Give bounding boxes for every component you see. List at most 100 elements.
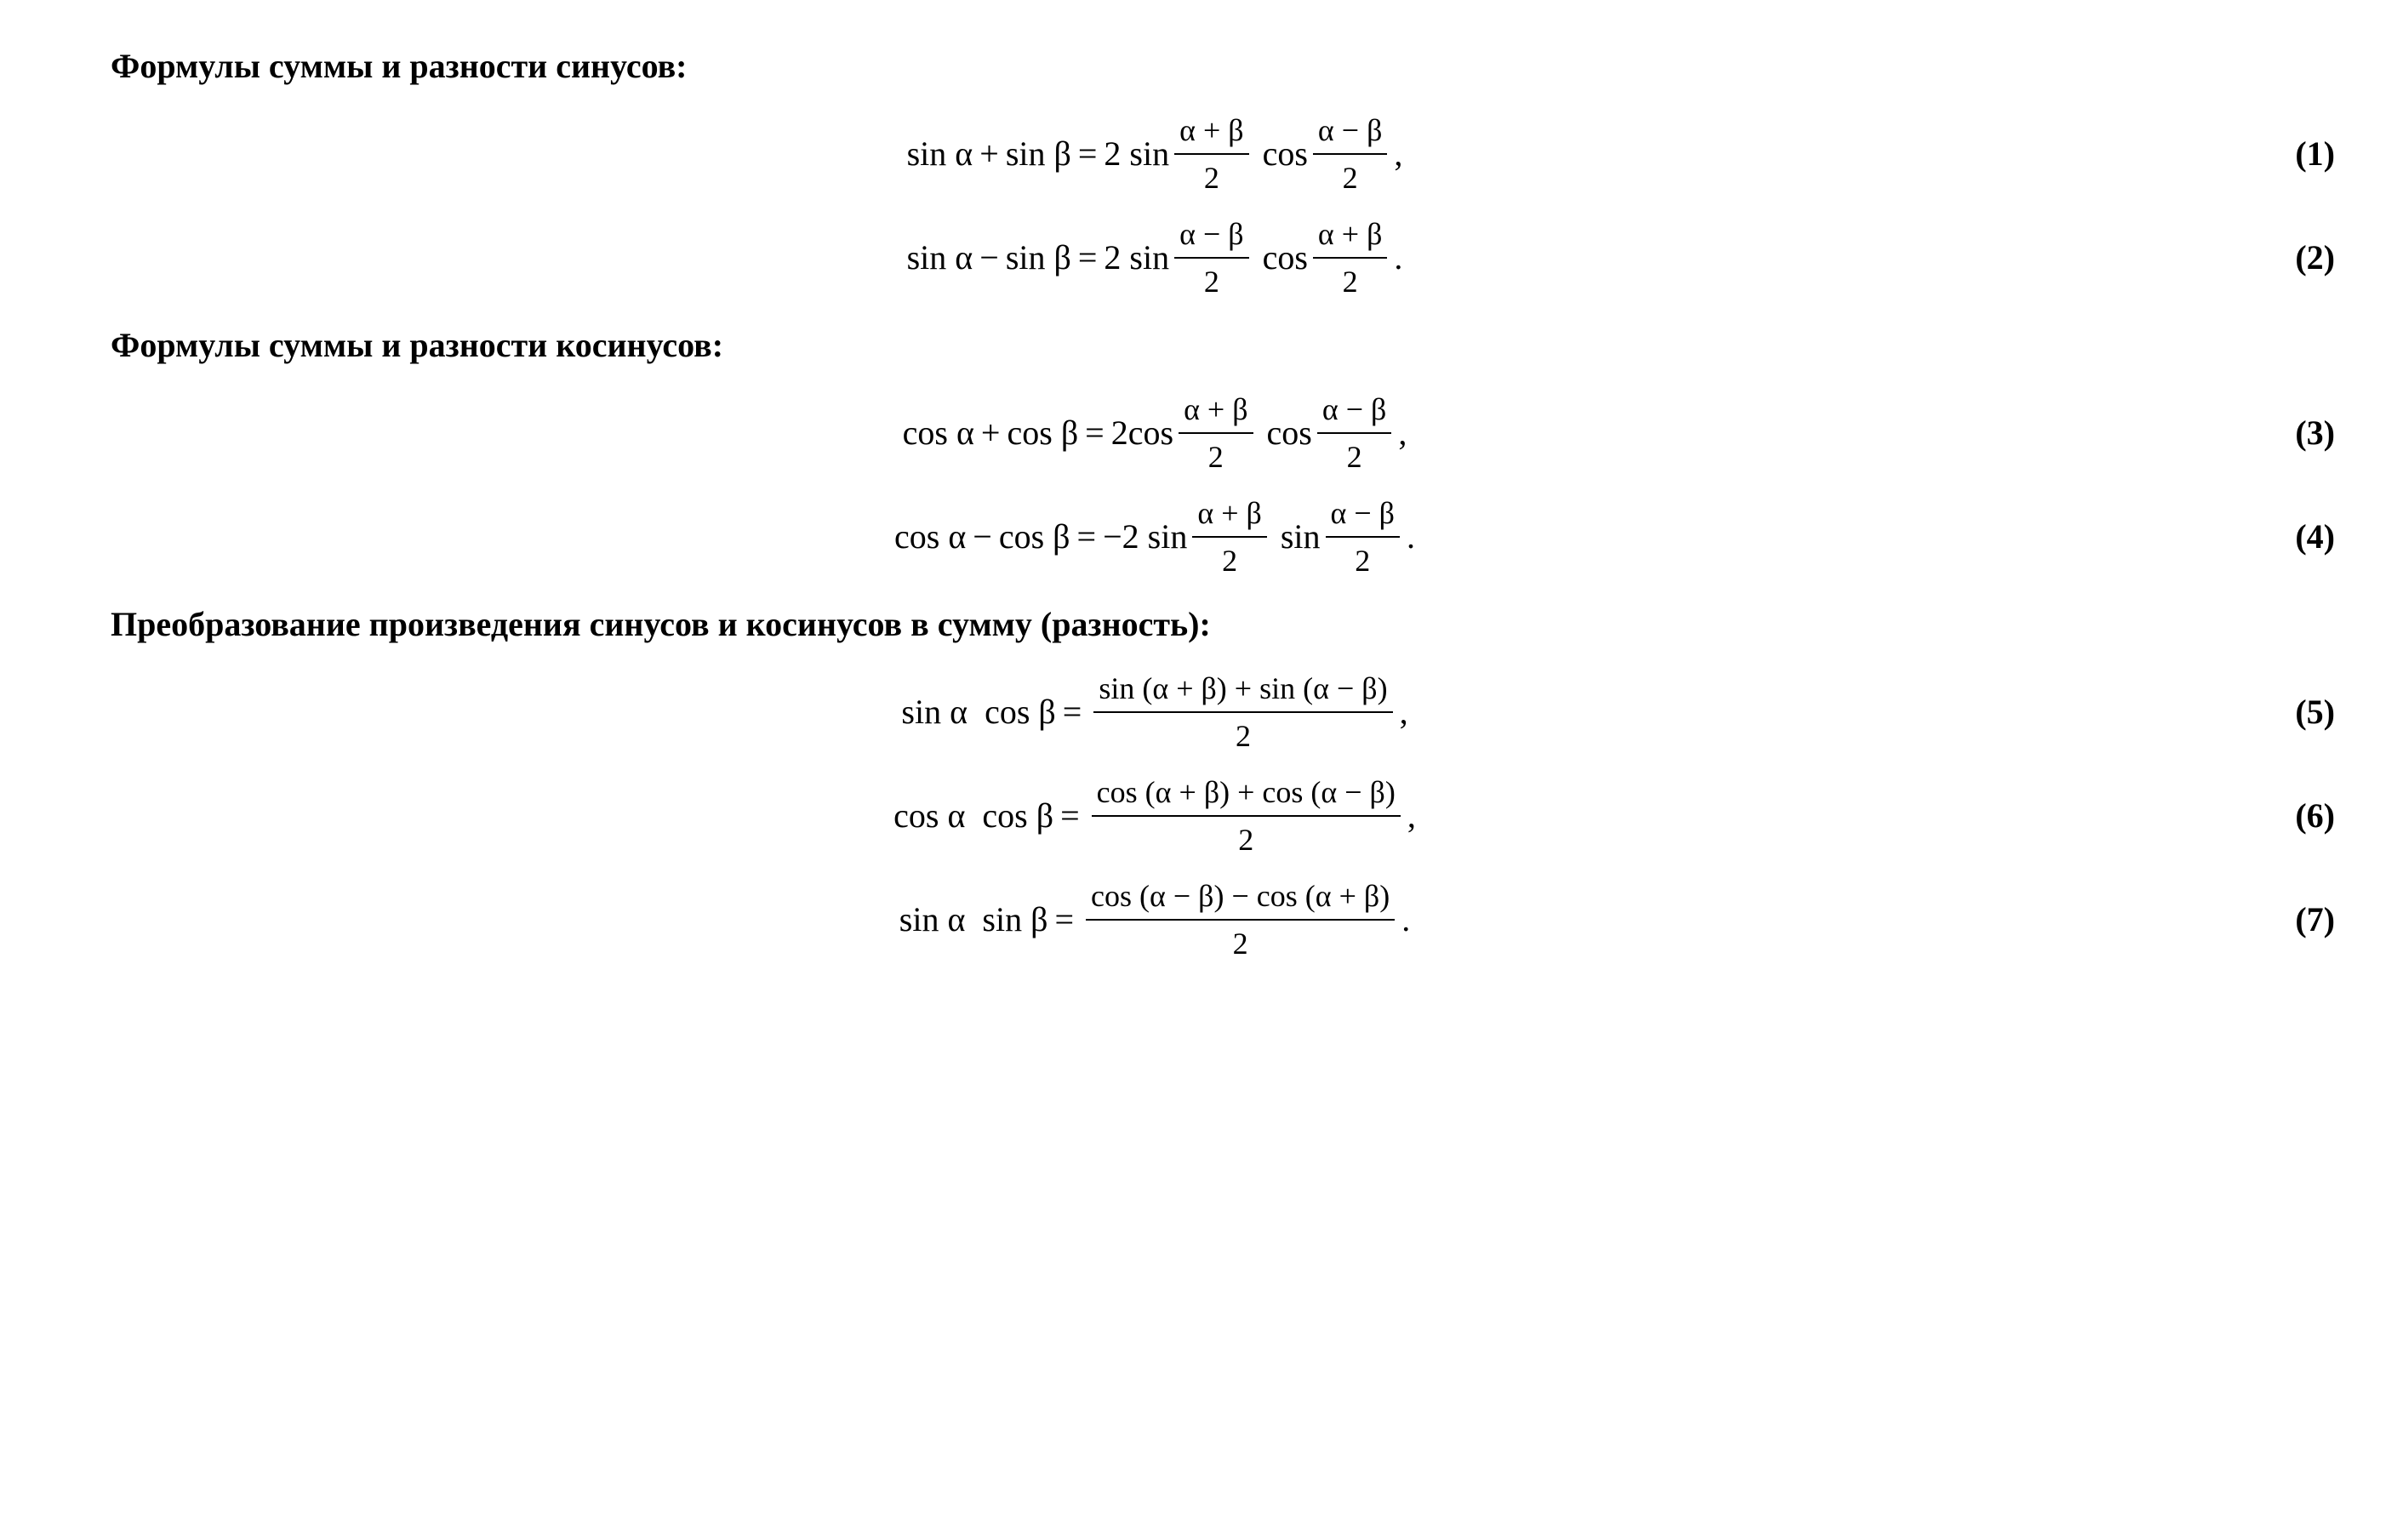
frac-den: 2 — [1179, 432, 1253, 478]
equals: = — [1060, 792, 1080, 840]
fraction: α + β 2 — [1313, 213, 1387, 304]
arg-alpha: α — [955, 234, 973, 282]
trail: , — [1394, 130, 1402, 178]
equation-number: (1) — [2258, 130, 2335, 178]
frac-den: 2 — [1313, 257, 1387, 303]
arg-beta: β — [1061, 409, 1078, 457]
fn-cos: cos — [893, 792, 939, 840]
fn-sin: sin — [1129, 234, 1169, 282]
fn-sin: sin — [901, 688, 941, 736]
fraction: α + β 2 — [1179, 388, 1253, 479]
frac-den: 2 — [1192, 536, 1266, 582]
fn-sin: sin — [1148, 513, 1188, 561]
equation-number: (2) — [2258, 234, 2335, 282]
equation-number: (3) — [2258, 409, 2335, 457]
fraction: α − β 2 — [1313, 109, 1387, 200]
arg-beta: β — [1038, 688, 1055, 736]
equation-body: sin α − sin β = 2 sin α − β 2 cos α + β … — [51, 213, 2258, 304]
fn-cos: cos — [1007, 409, 1052, 457]
fn-cos: cos — [903, 409, 948, 457]
trail: . — [1407, 513, 1415, 561]
trail: , — [1407, 792, 1416, 840]
fraction: α − β 2 — [1326, 492, 1400, 583]
equals: = — [1078, 130, 1098, 178]
fraction: α − β 2 — [1174, 213, 1248, 304]
arg-beta: β — [1036, 792, 1053, 840]
frac-den: 2 — [1174, 153, 1248, 199]
fn-sin: sin — [899, 896, 939, 944]
fraction: α − β 2 — [1317, 388, 1391, 479]
frac-num: α − β — [1174, 213, 1248, 257]
arg-alpha: α — [948, 513, 966, 561]
fraction: α + β 2 — [1192, 492, 1266, 583]
fn-sin: sin — [907, 234, 947, 282]
equation-body: sin α cos β = sin (α + β) + sin (α − β) … — [51, 667, 2258, 758]
equation-number: (6) — [2258, 792, 2335, 840]
fraction: cos (α + β) + cos (α − β) 2 — [1092, 771, 1401, 862]
fn-cos: cos — [1263, 234, 1308, 282]
frac-num: sin (α + β) + sin (α − β) — [1093, 667, 1392, 711]
frac-num: α − β — [1326, 492, 1400, 536]
fraction: cos (α − β) − cos (α + β) 2 — [1086, 875, 1395, 966]
op-minus: − — [973, 513, 992, 561]
equation-number: (4) — [2258, 513, 2335, 561]
op-plus: + — [979, 130, 999, 178]
frac-num: α − β — [1317, 388, 1391, 432]
coef: −2 — [1103, 513, 1139, 561]
arg-alpha: α — [950, 688, 968, 736]
frac-num: cos (α − β) − cos (α + β) — [1086, 875, 1395, 919]
trail: , — [1400, 688, 1408, 736]
equation-body: cos α + cos β = 2cos α + β 2 cos α − β 2… — [51, 388, 2258, 479]
arg-alpha: α — [947, 792, 965, 840]
frac-den: 2 — [1317, 432, 1391, 478]
equals: = — [1077, 513, 1097, 561]
fn-cos: cos — [1267, 409, 1312, 457]
coef: 2 — [1104, 130, 1121, 178]
equation-body: cos α − cos β = −2 sin α + β 2 sin α − β… — [51, 492, 2258, 583]
frac-den: 2 — [1174, 257, 1248, 303]
frac-num: α + β — [1192, 492, 1266, 536]
arg-beta: β — [1030, 896, 1047, 944]
fn-cos: cos — [999, 513, 1044, 561]
arg-beta: β — [1053, 513, 1070, 561]
fraction: sin (α + β) + sin (α − β) 2 — [1093, 667, 1392, 758]
equation-body: sin α sin β = cos (α − β) − cos (α + β) … — [51, 875, 2258, 966]
equation-row-6: cos α cos β = cos (α + β) + cos (α − β) … — [51, 769, 2335, 863]
frac-num: cos (α + β) + cos (α − β) — [1092, 771, 1401, 815]
section-title-sine-sum-diff: Формулы суммы и разности синусов: — [51, 43, 2335, 90]
fn-sin: sin — [1006, 234, 1046, 282]
equation-row-1: sin α + sin β = 2 sin α + β 2 cos α − β … — [51, 107, 2335, 201]
frac-den: 2 — [1313, 153, 1387, 199]
section-title-cosine-sum-diff: Формулы суммы и разности косинусов: — [51, 322, 2335, 369]
arg-beta: β — [1054, 130, 1071, 178]
fn-sin: sin — [1129, 130, 1169, 178]
section-title-product-to-sum: Преобразование произведения синусов и ко… — [51, 601, 2335, 648]
arg-alpha: α — [947, 896, 965, 944]
frac-den: 2 — [1326, 536, 1400, 582]
fn-cos: cos — [982, 792, 1027, 840]
equals: = — [1078, 234, 1098, 282]
arg-alpha: α — [955, 130, 973, 178]
equation-row-2: sin α − sin β = 2 sin α − β 2 cos α + β … — [51, 211, 2335, 305]
equals: = — [1063, 688, 1082, 736]
frac-num: α + β — [1313, 213, 1387, 257]
fn-cos: cos — [894, 513, 939, 561]
fraction: α + β 2 — [1174, 109, 1248, 200]
op-plus: + — [981, 409, 1001, 457]
equation-number: (7) — [2258, 896, 2335, 944]
coef: 2 — [1104, 234, 1121, 282]
equals: = — [1085, 409, 1105, 457]
fn-cos: cos — [1263, 130, 1308, 178]
fn-sin: sin — [1006, 130, 1046, 178]
fn-cos: cos — [1128, 409, 1173, 457]
frac-num: α − β — [1313, 109, 1387, 153]
frac-den: 2 — [1093, 711, 1392, 757]
equation-number: (5) — [2258, 688, 2335, 736]
trail: . — [1401, 896, 1410, 944]
fn-sin: sin — [1281, 513, 1321, 561]
equation-row-5: sin α cos β = sin (α + β) + sin (α − β) … — [51, 665, 2335, 759]
frac-num: α + β — [1174, 109, 1248, 153]
equation-row-4: cos α − cos β = −2 sin α + β 2 sin α − β… — [51, 490, 2335, 584]
op-minus: − — [979, 234, 999, 282]
fn-sin: sin — [982, 896, 1022, 944]
